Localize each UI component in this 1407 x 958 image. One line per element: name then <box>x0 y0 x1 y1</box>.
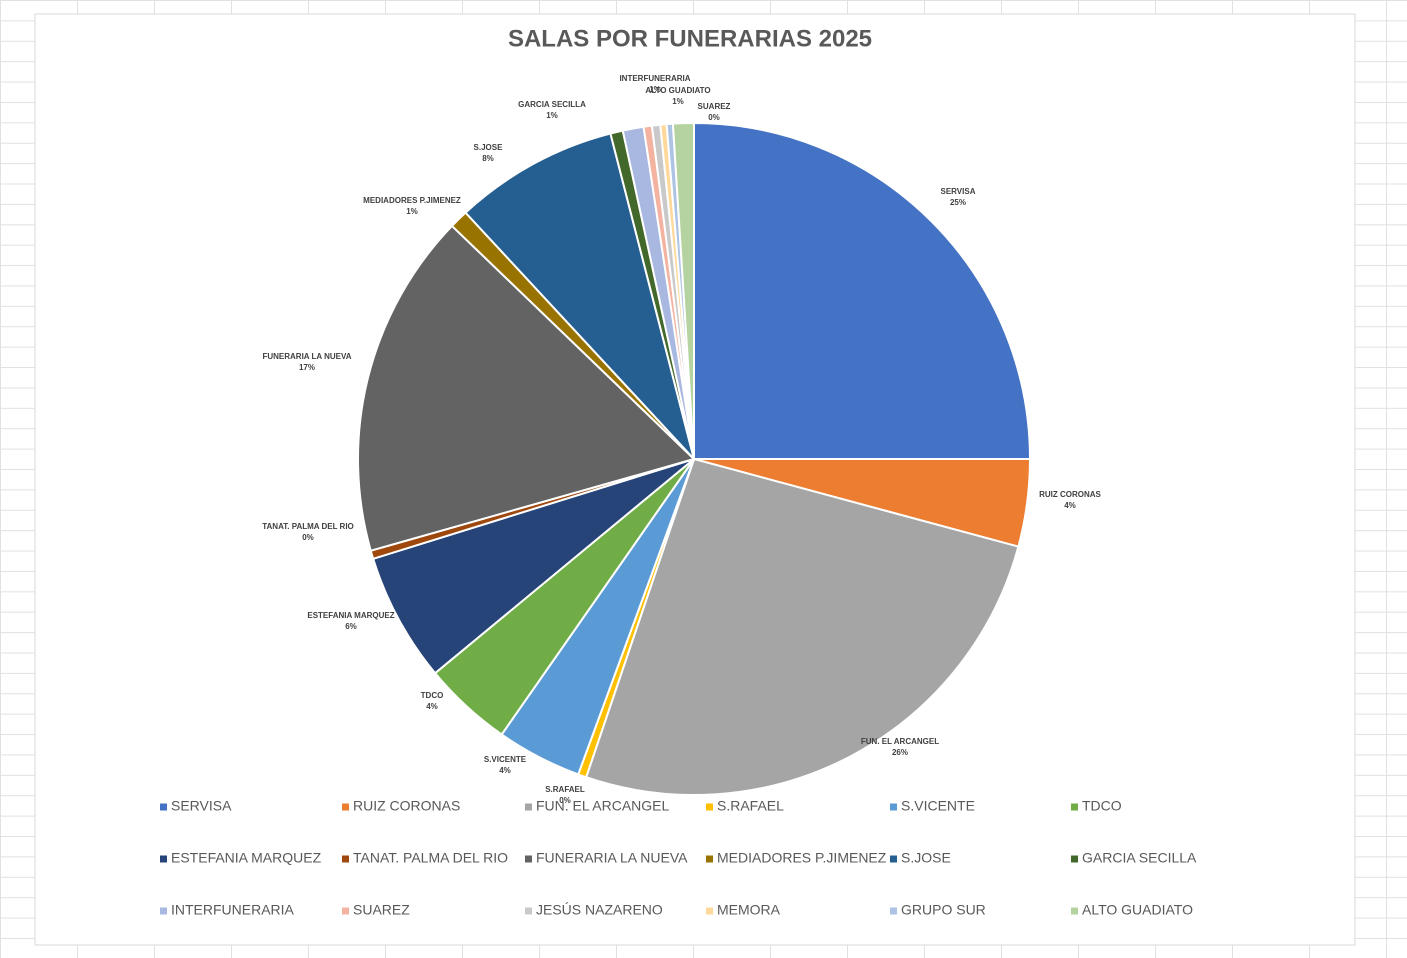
chart-title: SALAS POR FUNERARIAS 2025 <box>508 25 872 52</box>
data-label-name: RUIZ CORONAS <box>1039 490 1101 499</box>
pie-slice <box>371 458 695 675</box>
data-label-name: FUN. EL ARCANGEL <box>861 737 939 746</box>
legend-label: TDCO <box>1082 798 1122 814</box>
legend-marker <box>525 907 532 915</box>
legend-marker <box>706 907 713 915</box>
legend-marker <box>342 855 349 863</box>
legend-marker <box>160 803 167 811</box>
data-label: 4% <box>426 702 438 711</box>
data-label: 0% <box>302 533 314 542</box>
data-label-name: MEDIADORES P.JIMENEZ <box>363 196 461 205</box>
legend-label: SUAREZ <box>353 902 410 918</box>
legend-label: FUN. EL ARCANGEL <box>536 798 670 814</box>
legend-label: GRUPO SUR <box>901 902 986 918</box>
data-label: 26% <box>892 748 908 757</box>
data-label: 4% <box>1064 501 1076 510</box>
data-label: 1% <box>649 85 661 94</box>
data-label-name: FUNERARIA LA NUEVA <box>262 352 351 361</box>
data-label-name: SERVISA <box>941 187 976 196</box>
pie-slice <box>671 121 695 460</box>
legend-label: MEDIADORES P.JIMENEZ <box>717 850 887 866</box>
legend-marker <box>160 855 167 863</box>
legend-label: RUIZ CORONAS <box>353 798 460 814</box>
legend-label: INTERFUNERARIA <box>171 902 295 918</box>
data-label-name: ALTO GUADIATO <box>645 86 710 95</box>
data-label-name: S.RAFAEL <box>545 785 585 794</box>
legend-label: ALTO GUADIATO <box>1082 902 1193 918</box>
legend-label: GARCIA SECILLA <box>1082 850 1197 866</box>
legend-label: S.VICENTE <box>901 798 975 814</box>
pie-slice <box>693 121 1032 460</box>
data-label: 1% <box>672 97 684 106</box>
pie-slice <box>584 457 1020 796</box>
data-label: 4% <box>499 766 511 775</box>
legend-label: TANAT. PALMA DEL RIO <box>353 850 508 866</box>
data-label-name: TDCO <box>421 691 444 700</box>
legend-label: S.RAFAEL <box>717 798 784 814</box>
data-label-name: ESTEFANIA MARQUEZ <box>307 611 394 620</box>
legend-label: JESÚS NAZARENO <box>536 902 663 918</box>
data-label: 1% <box>546 111 558 120</box>
data-label: 1% <box>406 207 418 216</box>
data-label: 17% <box>299 363 315 372</box>
legend-label: ESTEFANIA MARQUEZ <box>171 850 322 866</box>
data-label-name: S.VICENTE <box>484 755 527 764</box>
legend-marker <box>1071 803 1078 811</box>
legend-marker <box>525 855 532 863</box>
legend-marker <box>160 907 167 915</box>
pie-slice <box>357 224 696 552</box>
legend-marker <box>342 803 349 811</box>
data-label-name: GARCIA SECILLA <box>518 100 586 109</box>
data-label-name: TANAT. PALMA DEL RIO <box>262 522 354 531</box>
data-label: 25% <box>950 198 966 207</box>
legend-label: S.JOSE <box>901 850 951 866</box>
pie-slice <box>464 132 695 460</box>
legend-marker <box>706 855 713 863</box>
data-label-name: S.JOSE <box>474 143 504 152</box>
legend-marker <box>342 907 349 915</box>
data-label-name: INTERFUNERARIA <box>619 74 690 83</box>
legend-label: SERVISA <box>171 798 232 814</box>
legend-marker <box>706 803 713 811</box>
legend-marker <box>890 803 897 811</box>
data-label: 0% <box>559 796 571 805</box>
legend-marker <box>890 855 897 863</box>
data-label-name: SUAREZ <box>698 102 731 111</box>
legend-marker <box>1071 855 1078 863</box>
legend-label: MEMORA <box>717 902 781 918</box>
legend-label: FUNERARIA LA NUEVA <box>536 850 688 866</box>
data-label: 0% <box>708 113 720 122</box>
legend-marker <box>525 803 532 811</box>
legend-marker <box>1071 907 1078 915</box>
data-label: 8% <box>482 154 494 163</box>
legend-marker <box>890 907 897 915</box>
data-label: 6% <box>345 622 357 631</box>
